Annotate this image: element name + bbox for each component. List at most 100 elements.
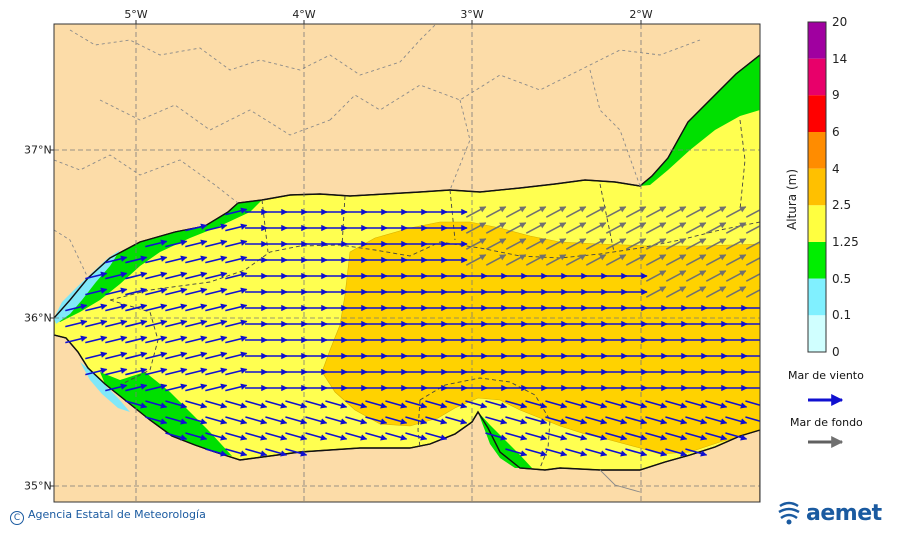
swell-arrow [625, 206, 647, 218]
wind-sea-arrow [505, 448, 528, 457]
wind-sea-arrow [345, 432, 368, 441]
wind-sea-arrow [145, 383, 168, 392]
wind-sea-arrow [85, 287, 108, 296]
wind-sea-label: Mar de viento [788, 369, 864, 382]
wind-sea-arrow [85, 335, 108, 344]
wind-sea-arrow [105, 255, 128, 264]
swell-arrow [745, 270, 760, 282]
legend-tick-label: 0.5 [832, 271, 852, 286]
wind-sea-arrow [185, 335, 208, 344]
wind-sea-arrow [105, 351, 128, 360]
wind-sea-arrow [585, 448, 608, 457]
swell-arrow [685, 238, 707, 250]
wind-sea-arrow [505, 432, 528, 441]
wind-sea-arrow [645, 416, 668, 425]
wind-sea-arrow [185, 432, 208, 441]
swell-arrow [665, 206, 687, 218]
swell-arrow [725, 286, 747, 298]
wind-sea-arrow [265, 416, 288, 425]
wind-sea-arrow [125, 319, 148, 328]
wind-sea-arrow [365, 400, 388, 409]
wind-sea-arrow [165, 335, 188, 344]
wind-sea-arrow [445, 416, 468, 425]
wind-sea-arrow [165, 287, 188, 296]
wind-sea-arrow [225, 319, 248, 328]
wind-sea-arrow [185, 367, 208, 376]
wind-sea-arrow [165, 239, 188, 248]
legend-swatch [808, 242, 826, 279]
wind-sea-arrow [85, 303, 108, 312]
wind-sea-arrow [125, 303, 148, 312]
wind-sea-arrow [325, 432, 348, 441]
wind-sea-arrow [145, 416, 168, 425]
wind-sea-arrow [545, 432, 568, 441]
swell-arrow [505, 222, 527, 234]
wind-sea-arrow [685, 416, 708, 425]
wind-sea-arrow [265, 432, 288, 441]
swell-arrow [585, 206, 607, 218]
wind-sea-arrow [325, 416, 348, 425]
swell-arrow [465, 206, 487, 218]
wind-sea-arrow [105, 303, 128, 312]
wind-sea-arrow [485, 400, 508, 409]
swell-arrow [725, 206, 747, 218]
wind-sea-arrow [305, 400, 328, 409]
wind-sea-arrow [405, 400, 428, 409]
wind-sea-arrow [205, 239, 228, 248]
wind-sea-arrow [505, 416, 528, 425]
wind-sea-arrow [165, 255, 188, 264]
wind-sea-arrow [705, 416, 728, 425]
legend-colorbar [808, 22, 826, 352]
band-2-5-4 [321, 221, 760, 455]
swell-arrow [525, 206, 547, 218]
wind-sea-arrow [385, 400, 408, 409]
wind-sea-arrow [105, 383, 128, 392]
swell-arrow [545, 254, 567, 266]
swell-arrow [505, 206, 527, 218]
wind-sea-arrow [105, 319, 128, 328]
map-frame [53, 23, 761, 503]
wind-sea-arrow [345, 416, 368, 425]
swell-arrow [605, 206, 627, 218]
swell-arrow [745, 222, 760, 234]
aemet-logo-text: aemet [806, 500, 882, 526]
wind-sea-arrow [365, 416, 388, 425]
wind-sea-arrow [85, 351, 108, 360]
swell-arrow [665, 270, 687, 282]
copyright-icon: C [10, 511, 24, 525]
wind-sea-arrow [605, 432, 628, 441]
wind-sea-arrow [745, 416, 760, 422]
wind-sea-arrow [445, 400, 468, 409]
wind-sea-arrow [685, 448, 708, 457]
wind-sea-arrow [565, 448, 588, 457]
wind-sea-arrow [85, 367, 108, 376]
lon-label-2w: 2°W [629, 8, 653, 21]
wind-sea-arrow [245, 416, 268, 425]
legend-swatch [808, 22, 826, 59]
wind-sea-arrow [65, 319, 88, 328]
legend-tick-label: 14 [832, 51, 848, 66]
wind-sea-arrow [745, 400, 760, 406]
wind-sea-arrow [645, 432, 668, 441]
wind-sea-arrow [625, 416, 648, 425]
swell-arrow [485, 254, 507, 266]
swell-arrow [745, 206, 760, 218]
axis-ticks [50, 20, 642, 487]
swell-arrow [665, 238, 687, 250]
swell-arrow [525, 238, 547, 250]
wind-sea-arrow [565, 432, 588, 441]
wind-sea-arrow [625, 400, 648, 409]
swell-arrow [565, 238, 587, 250]
swell-arrow [725, 270, 747, 282]
wind-sea-arrow [165, 319, 188, 328]
wind-sea-arrow [265, 400, 288, 409]
wind-sea-arrow [85, 271, 108, 280]
wind-sea-arrow [225, 239, 248, 248]
wind-sea-arrow [125, 335, 148, 344]
wind-sea-arrow [125, 383, 148, 392]
swell-arrow [465, 222, 487, 234]
legend-swatch [808, 95, 826, 132]
wind-sea-arrow [525, 400, 548, 409]
wind-sea-arrow [285, 432, 308, 441]
